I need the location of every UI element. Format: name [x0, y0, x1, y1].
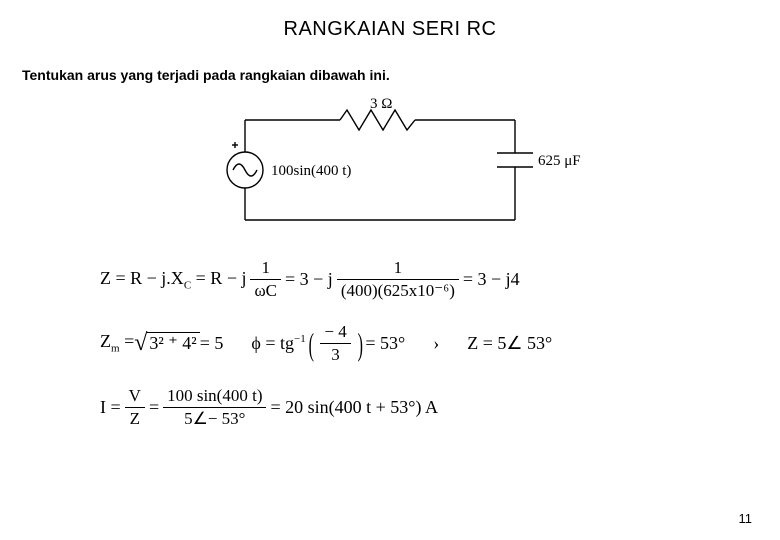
equation-current: I = V Z = 100 sin(400 t) 5∠− 53° = 20 si…: [100, 386, 780, 430]
circuit-svg: 3 Ω 625 μF 100sin(400 t): [175, 95, 605, 240]
resistor-label: 3 Ω: [370, 96, 392, 112]
source-label: 100sin(400 t): [271, 163, 351, 179]
page-title: RANGKAIAN SERI RC: [0, 0, 780, 41]
equation-magnitude-phase: Zm = √ 3² ⁺ 4² = 5 ϕ = tg−1 ( − 4 3 ) = …: [100, 322, 780, 366]
capacitor-label: 625 μF: [538, 153, 581, 169]
equations: Z = R − j.XC = R − j 1 ωC = 3 − j 1 (400…: [0, 258, 780, 429]
problem-statement: Tentukan arus yang terjadi pada rangkaia…: [0, 41, 780, 83]
circuit-diagram: 3 Ω 625 μF 100sin(400 t): [175, 95, 605, 240]
page-number: 11: [739, 511, 753, 526]
circuit-diagram-container: 3 Ω 625 μF 100sin(400 t): [0, 95, 780, 240]
equation-impedance: Z = R − j.XC = R − j 1 ωC = 3 − j 1 (400…: [100, 258, 780, 302]
